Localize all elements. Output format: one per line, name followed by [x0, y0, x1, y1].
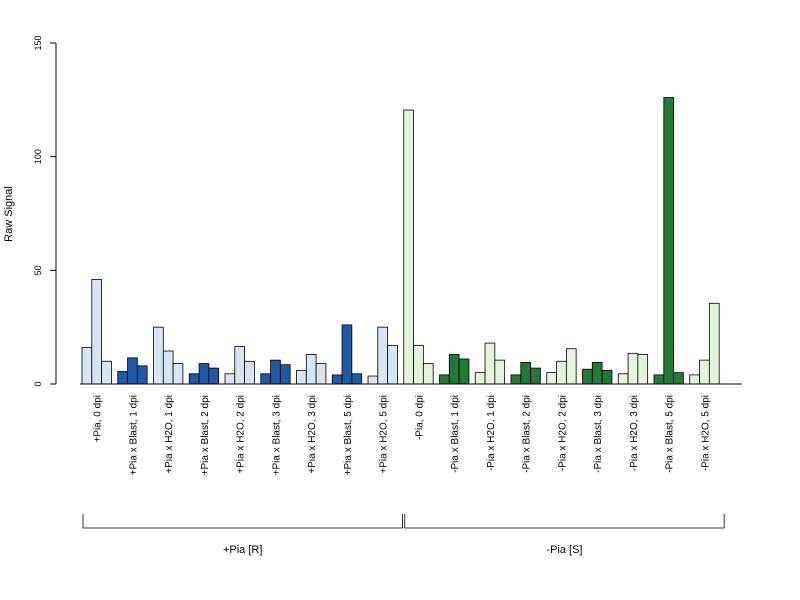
- group-label: +Pia [R]: [223, 544, 262, 556]
- bar: [367, 375, 379, 385]
- bar: [439, 374, 450, 385]
- bar: [279, 364, 291, 385]
- bar: [341, 324, 353, 385]
- category-labels: +Pia, 0 dpi +Pia x Blast, 1 dpi +Pia x H2O…: [93, 395, 712, 475]
- bar: [413, 344, 424, 385]
- category-label: -Pia x H2O, 5 dpi: [700, 395, 711, 471]
- category-label: -Pia x Blast, 3 dpi: [593, 395, 604, 473]
- bar: [617, 373, 629, 385]
- bar: [637, 354, 649, 385]
- category-label: +Pia x Blast, 5 dpi: [343, 395, 354, 475]
- bar: [270, 359, 281, 385]
- group-bracket: [404, 514, 725, 529]
- category-label: +Pia x Blast, 2 dpi: [200, 395, 211, 475]
- bar: [127, 357, 138, 385]
- y-tick-label: 100: [33, 149, 43, 164]
- category-label: +Pia x H2O, 5 dpi: [379, 395, 390, 474]
- category-label: +Pia x H2O, 2 dpi: [236, 395, 247, 474]
- category-label: +Pia x H2O, 3 dpi: [307, 395, 318, 474]
- bar: [153, 326, 164, 385]
- bar: [510, 374, 522, 385]
- category-label: +Pia x H2O, 1 dpi: [164, 395, 175, 474]
- bar: [305, 354, 317, 385]
- bar: [162, 350, 174, 385]
- bar: [224, 373, 236, 385]
- bar: [315, 363, 327, 385]
- y-tick-label: 50: [33, 265, 43, 275]
- bar: [494, 359, 506, 385]
- y-axis: 0 50 100 150: [33, 35, 57, 387]
- bar: [172, 363, 184, 385]
- bar: [91, 279, 103, 385]
- bar: [208, 367, 220, 385]
- group-bracket: [82, 514, 403, 529]
- bar: [601, 369, 613, 385]
- bar: [81, 347, 93, 385]
- category-label: -Pia x H2O, 3 dpi: [629, 395, 640, 471]
- bar: [520, 362, 531, 385]
- bar: [627, 352, 639, 385]
- y-tick-label: 0: [33, 381, 43, 386]
- category-label: -Pia x H2O, 2 dpi: [557, 395, 568, 471]
- bar: [546, 372, 557, 385]
- bar: [101, 360, 112, 385]
- category-label: -Pia x H2O, 1 dpi: [486, 395, 497, 471]
- bar: [689, 374, 700, 385]
- bar: [351, 373, 363, 385]
- y-axis-label: Raw Signal: [3, 186, 15, 242]
- bar: [448, 354, 460, 385]
- bar: [653, 374, 665, 385]
- bar: [296, 369, 307, 385]
- category-label: -Pia x Blast, 5 dpi: [665, 395, 676, 473]
- bar: [117, 371, 128, 385]
- group-brackets: +Pia [R] -Pia [S]: [82, 514, 725, 556]
- bar: [387, 344, 398, 385]
- group-label: -Pia [S]: [546, 544, 582, 556]
- bar: [260, 373, 271, 385]
- category-label: +Pia, 0 dpi: [93, 395, 104, 443]
- category-label: +Pia x Blast, 3 dpi: [271, 395, 282, 475]
- bar: [484, 342, 496, 385]
- bar: [530, 367, 541, 385]
- bar: [565, 348, 577, 385]
- bar: [699, 359, 710, 385]
- category-label: -Pia x Blast, 2 dpi: [522, 395, 533, 473]
- bar: [136, 365, 148, 385]
- bar: [188, 373, 200, 385]
- bar: [708, 302, 720, 385]
- bar: [663, 97, 674, 385]
- bar: [403, 109, 414, 385]
- bar: [422, 363, 434, 385]
- bar: [591, 362, 603, 385]
- bar: [673, 372, 684, 385]
- bar: [234, 346, 246, 385]
- bar: [556, 360, 567, 385]
- category-label: +Pia x Blast, 1 dpi: [128, 395, 139, 475]
- bars: [81, 97, 720, 385]
- y-tick-label: 150: [33, 35, 43, 50]
- bar: [198, 363, 210, 385]
- bar: [331, 374, 343, 385]
- bar: [377, 326, 388, 385]
- bar: [582, 368, 593, 385]
- category-label: -Pia, 0 dpi: [414, 395, 425, 440]
- bar: [458, 358, 470, 385]
- category-label: -Pia x Blast, 1 dpi: [450, 395, 461, 473]
- bar: [244, 360, 255, 385]
- bar: [474, 372, 486, 385]
